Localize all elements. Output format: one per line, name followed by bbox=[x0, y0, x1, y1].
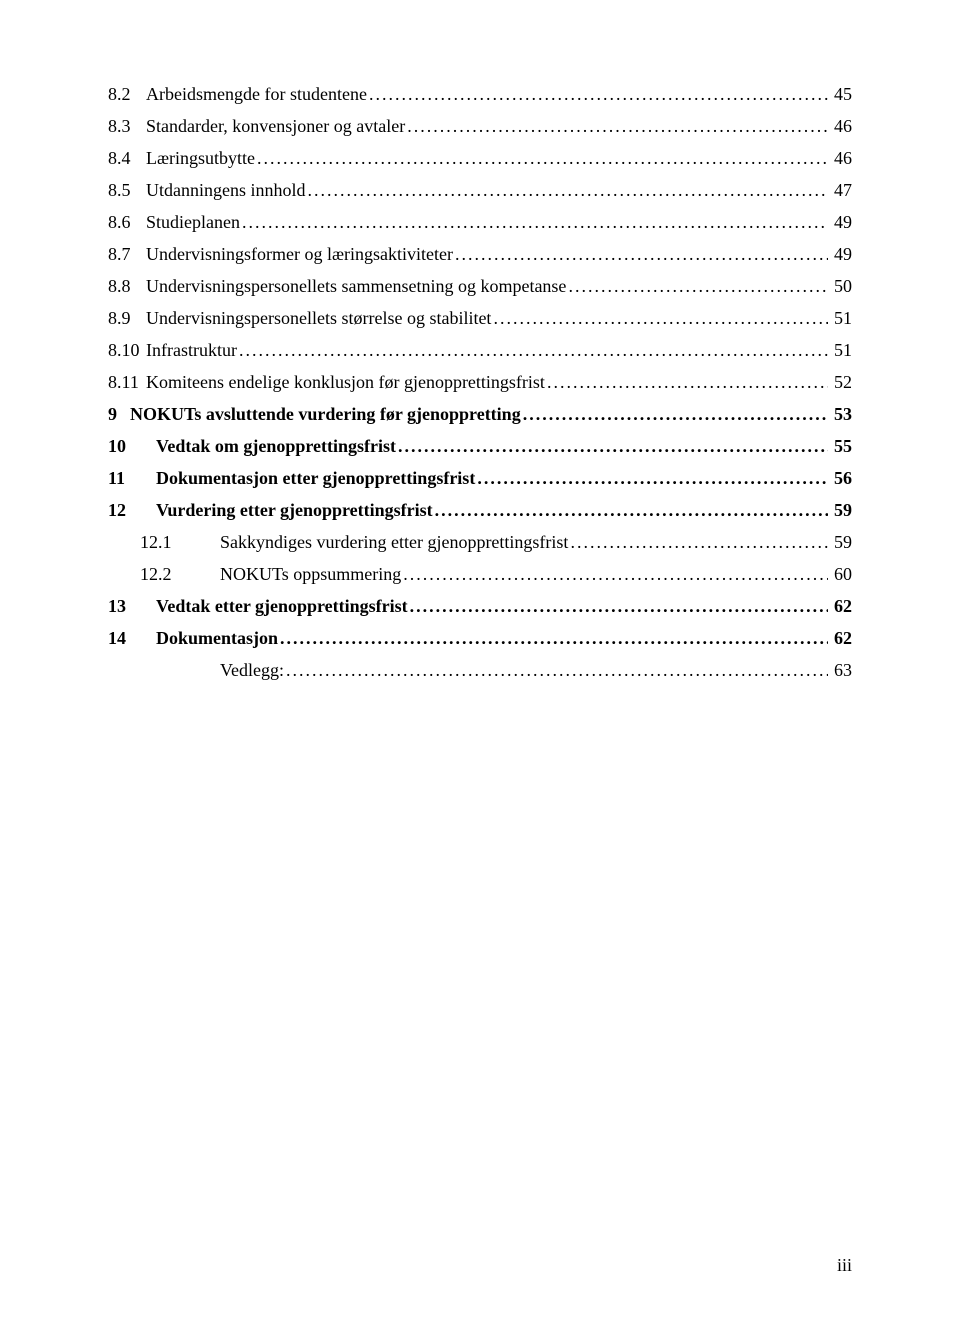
toc-entry: 13Vedtak etter gjenopprettingsfrist 62 bbox=[108, 597, 852, 615]
toc-entry: 12.1Sakkyndiges vurdering etter gjenoppr… bbox=[108, 533, 852, 551]
toc-entry-number: 12.1 bbox=[108, 533, 220, 551]
toc-entry-title: Komiteens endelige konklusjon før gjenop… bbox=[146, 373, 545, 391]
toc-entry-title: Undervisningsformer og læringsaktivitete… bbox=[146, 245, 453, 263]
toc-entry-number: 12.2 bbox=[108, 565, 220, 583]
toc-entry-page: 56 bbox=[828, 469, 853, 487]
toc-entry-title: NOKUTs oppsummering bbox=[220, 565, 401, 583]
toc-entry: 8.10Infrastruktur 51 bbox=[108, 341, 852, 359]
toc-entry-page: 53 bbox=[828, 405, 853, 423]
toc-leader-dots bbox=[433, 501, 828, 519]
toc-entry-number: 8.3 bbox=[108, 117, 146, 135]
toc-entry-title: Undervisningspersonellets sammensetning … bbox=[146, 277, 566, 295]
toc-entry-page: 49 bbox=[828, 213, 853, 231]
toc-entry-number: 8.10 bbox=[108, 341, 146, 359]
toc-entry-number: 13 bbox=[108, 597, 156, 615]
toc-entry-number: 8.11 bbox=[108, 373, 146, 391]
toc-entry-page: 50 bbox=[828, 277, 853, 295]
toc-entry-number: 8.9 bbox=[108, 309, 146, 327]
toc-entry-page: 49 bbox=[828, 245, 853, 263]
toc-entry-number: 8.6 bbox=[108, 213, 146, 231]
toc-leader-dots bbox=[491, 309, 827, 327]
toc-entry-number: 10 bbox=[108, 437, 156, 455]
page-number-footer: iii bbox=[837, 1255, 852, 1276]
toc-entry: 12.2NOKUTs oppsummering 60 bbox=[108, 565, 852, 583]
toc-entry-number: 12 bbox=[108, 501, 156, 519]
toc-entry-number: 8.5 bbox=[108, 181, 146, 199]
toc-entry-page: 63 bbox=[828, 661, 853, 679]
toc-entry-page: 46 bbox=[828, 149, 853, 167]
toc-leader-dots bbox=[453, 245, 828, 263]
toc-entry: 12Vurdering etter gjenopprettingsfrist 5… bbox=[108, 501, 852, 519]
toc-entry-title: Dokumentasjon bbox=[156, 629, 278, 647]
toc-entry-title: NOKUTs avsluttende vurdering før gjenopp… bbox=[130, 405, 521, 423]
toc-entry-page: 51 bbox=[828, 309, 853, 327]
toc-leader-dots bbox=[401, 565, 827, 583]
toc-entry-title: Utdanningens innhold bbox=[146, 181, 306, 199]
toc-leader-dots bbox=[396, 437, 827, 455]
toc-entry-page: 51 bbox=[828, 341, 853, 359]
toc-leader-dots bbox=[521, 405, 828, 423]
toc-entry: 9NOKUTs avsluttende vurdering før gjenop… bbox=[108, 405, 852, 423]
toc-entry-page: 59 bbox=[828, 533, 853, 551]
toc-entry-title: Studieplanen bbox=[146, 213, 240, 231]
toc-entry: 14Dokumentasjon 62 bbox=[108, 629, 852, 647]
toc-entry: 8.6Studieplanen 49 bbox=[108, 213, 852, 231]
toc-entry-page: 45 bbox=[828, 85, 853, 103]
table-of-contents: 8.2Arbeidsmengde for studentene 45 8.3Sta… bbox=[108, 85, 852, 679]
toc-leader-dots bbox=[545, 373, 828, 391]
toc-entry-page: 47 bbox=[828, 181, 853, 199]
toc-entry-title: Dokumentasjon etter gjenopprettingsfrist bbox=[156, 469, 475, 487]
document-page: 8.2Arbeidsmengde for studentene 45 8.3Sta… bbox=[0, 0, 960, 1344]
toc-leader-dots bbox=[306, 181, 828, 199]
toc-entry-number: 9 bbox=[108, 405, 130, 423]
toc-leader-dots bbox=[284, 661, 828, 679]
toc-entry-title: Vurdering etter gjenopprettingsfrist bbox=[156, 501, 433, 519]
toc-entry: 8.5Utdanningens innhold 47 bbox=[108, 181, 852, 199]
toc-entry: 11Dokumentasjon etter gjenopprettingsfri… bbox=[108, 469, 852, 487]
toc-entry: 8.8Undervisningspersonellets sammensetni… bbox=[108, 277, 852, 295]
toc-entry: 8.3Standarder, konvensjoner og avtaler 4… bbox=[108, 117, 852, 135]
toc-entry-page: 62 bbox=[828, 597, 853, 615]
toc-leader-dots bbox=[566, 277, 827, 295]
toc-leader-dots bbox=[367, 85, 828, 103]
toc-leader-dots bbox=[278, 629, 827, 647]
toc-entry: 8.4Læringsutbytte 46 bbox=[108, 149, 852, 167]
toc-entry-number: 8.8 bbox=[108, 277, 146, 295]
toc-entry-title: Vedlegg: bbox=[220, 661, 284, 679]
toc-entry-number: 11 bbox=[108, 469, 156, 487]
toc-entry-number: 8.2 bbox=[108, 85, 146, 103]
toc-entry: 10Vedtak om gjenopprettingsfrist 55 bbox=[108, 437, 852, 455]
toc-leader-dots bbox=[568, 533, 827, 551]
toc-entry-title: Arbeidsmengde for studentene bbox=[146, 85, 367, 103]
toc-leader-dots bbox=[237, 341, 828, 359]
toc-leader-dots bbox=[255, 149, 828, 167]
toc-leader-dots bbox=[240, 213, 828, 231]
toc-entry-page: 62 bbox=[828, 629, 853, 647]
toc-entry-page: 46 bbox=[828, 117, 853, 135]
toc-entry: 8.11Komiteens endelige konklusjon før gj… bbox=[108, 373, 852, 391]
toc-leader-dots bbox=[475, 469, 827, 487]
toc-entry-title: Vedtak om gjenopprettingsfrist bbox=[156, 437, 396, 455]
toc-entry-number: 8.4 bbox=[108, 149, 146, 167]
toc-entry: 8.2Arbeidsmengde for studentene 45 bbox=[108, 85, 852, 103]
toc-entry-title: Vedtak etter gjenopprettingsfrist bbox=[156, 597, 408, 615]
toc-entry-page: 59 bbox=[828, 501, 853, 519]
toc-entry-title: Infrastruktur bbox=[146, 341, 237, 359]
toc-entry-page: 52 bbox=[828, 373, 853, 391]
toc-entry-title: Undervisningspersonellets størrelse og s… bbox=[146, 309, 491, 327]
toc-leader-dots bbox=[405, 117, 827, 135]
toc-leader-dots bbox=[408, 597, 828, 615]
toc-entry-title: Sakkyndiges vurdering etter gjenoppretti… bbox=[220, 533, 568, 551]
toc-entry-title: Læringsutbytte bbox=[146, 149, 255, 167]
toc-entry: 8.9Undervisningspersonellets størrelse o… bbox=[108, 309, 852, 327]
toc-entry-number: 14 bbox=[108, 629, 156, 647]
toc-entry-page: 60 bbox=[828, 565, 853, 583]
toc-entry-title: Standarder, konvensjoner og avtaler bbox=[146, 117, 405, 135]
toc-entry-page: 55 bbox=[828, 437, 853, 455]
toc-entry: Vedlegg: 63 bbox=[108, 661, 852, 679]
toc-entry-number: 8.7 bbox=[108, 245, 146, 263]
toc-entry: 8.7Undervisningsformer og læringsaktivit… bbox=[108, 245, 852, 263]
